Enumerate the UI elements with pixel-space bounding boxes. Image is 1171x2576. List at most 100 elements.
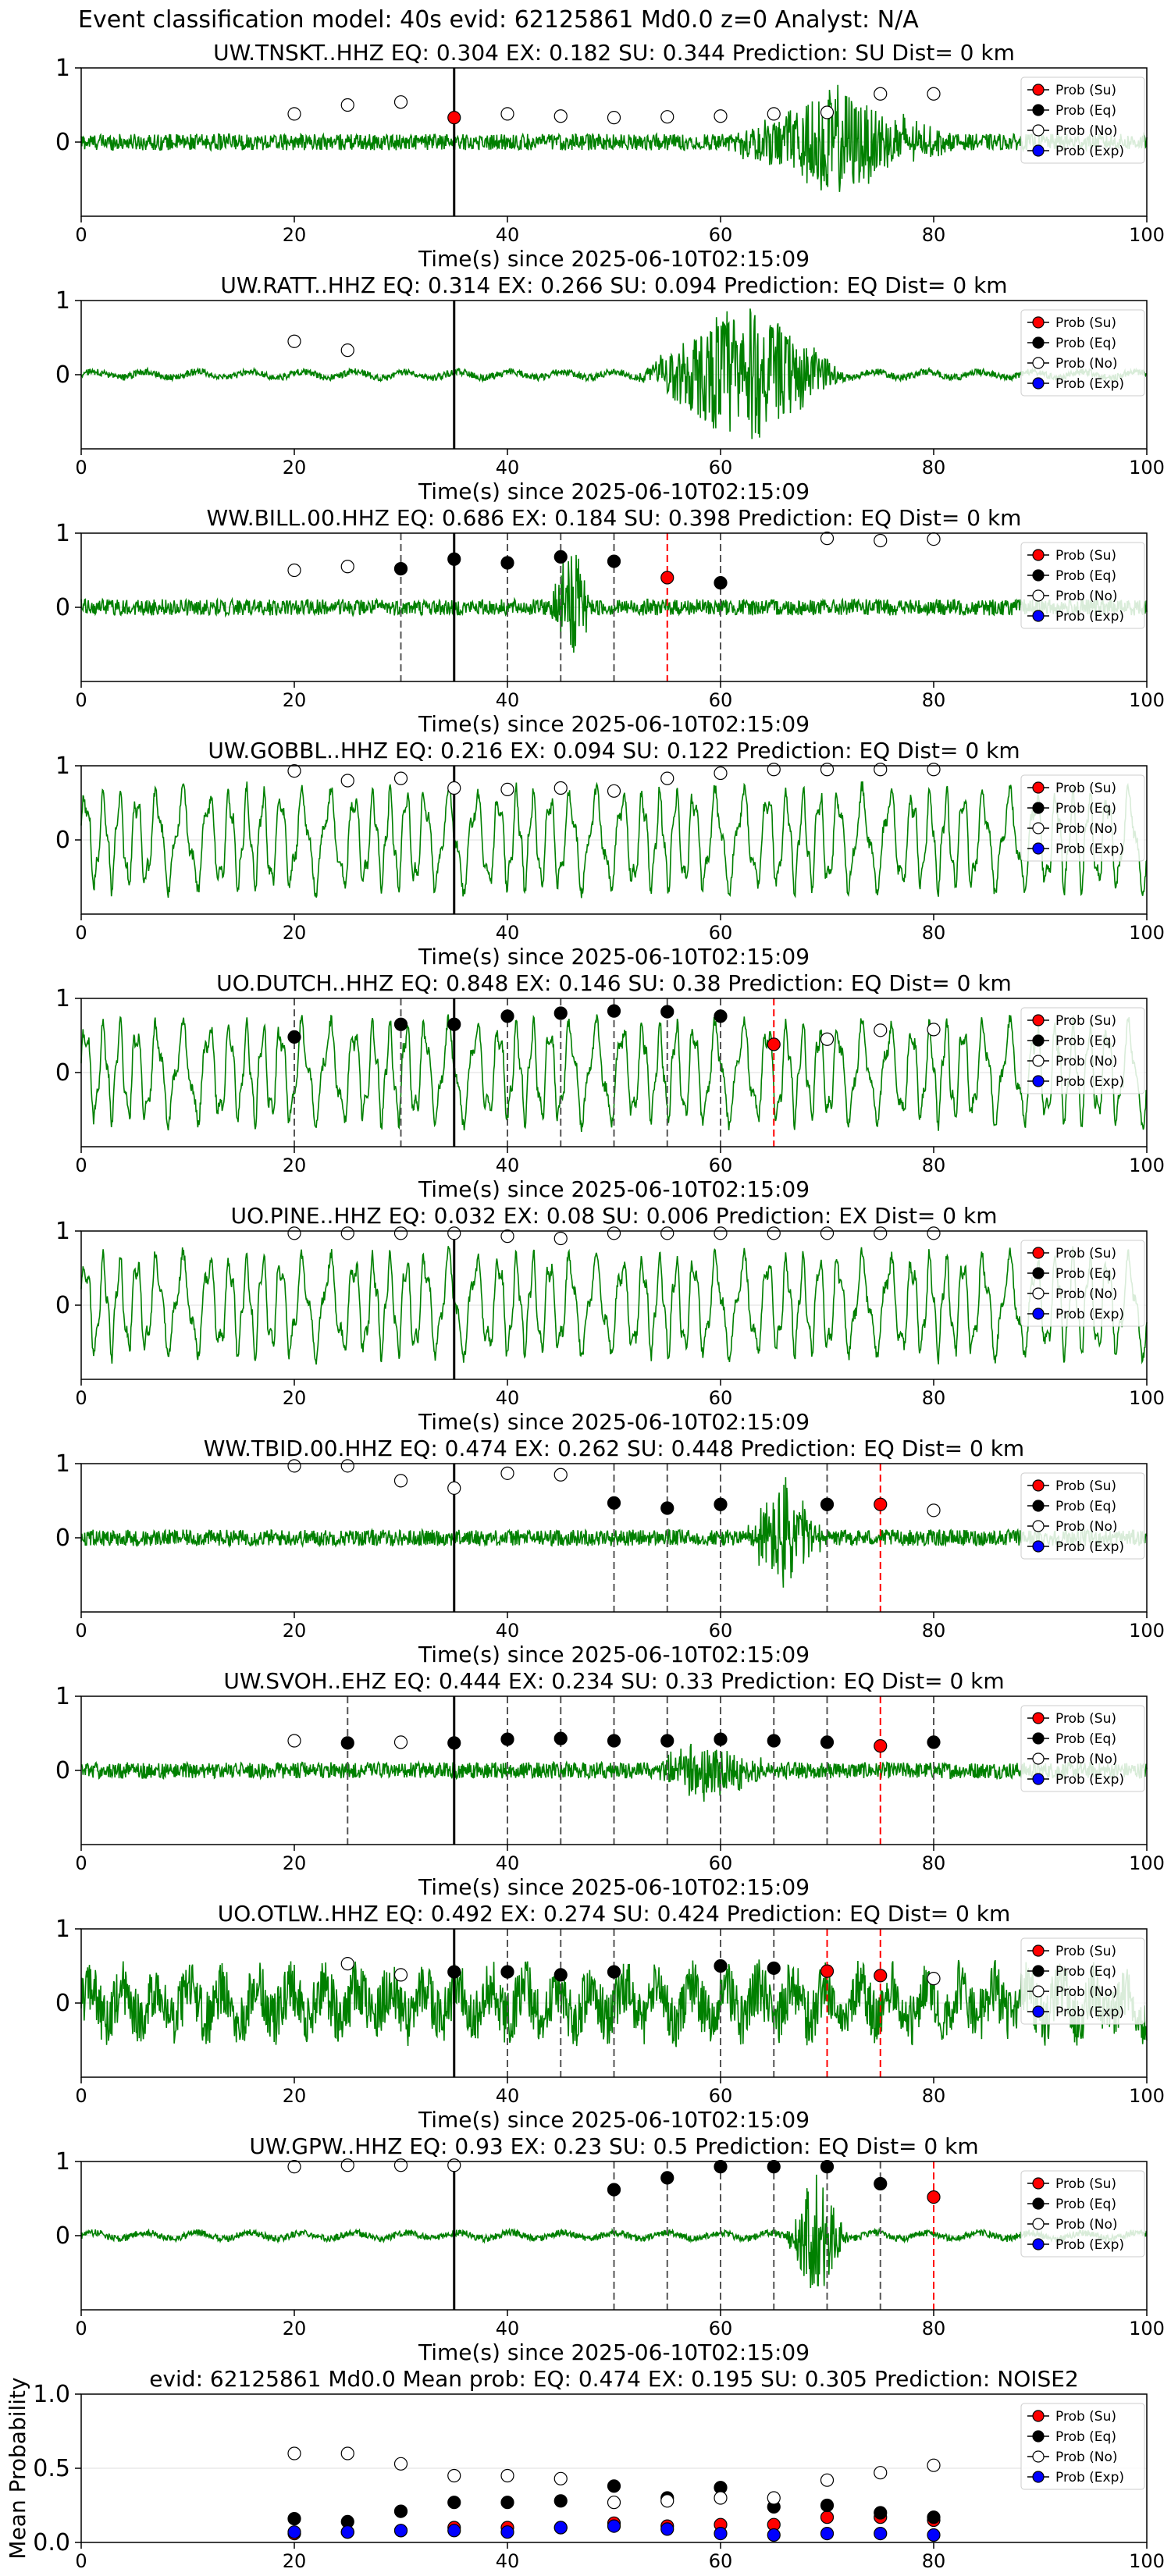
mean-prob-marker-exp — [607, 2519, 621, 2533]
prob-marker-eq — [607, 1496, 621, 1510]
x-tick-label: 100 — [1129, 457, 1165, 479]
prob-marker-no — [393, 771, 408, 785]
x-tick-label: 0 — [75, 224, 87, 246]
prob-marker-eq — [767, 2160, 781, 2174]
x-tick-label: 80 — [922, 689, 946, 711]
prob-marker-eq — [767, 1734, 781, 1748]
x-tick-label: 100 — [1129, 1387, 1165, 1409]
legend-label: Prob (No) — [1055, 2217, 1118, 2233]
x-tick-label: 0 — [75, 689, 87, 711]
y-tick-label: 0 — [55, 1525, 70, 1552]
x-tick-label: 0 — [75, 1852, 87, 1874]
legend-label: Prob (Exp) — [1055, 1307, 1124, 1322]
legend-marker-su — [1032, 1479, 1045, 1492]
panel-title: UW.TNSKT..HHZ EQ: 0.304 EX: 0.182 SU: 0.… — [213, 40, 1015, 66]
legend-marker-su — [1032, 1712, 1045, 1724]
prob-marker-eq — [500, 556, 514, 570]
mean-prob-marker-eq — [820, 2498, 835, 2513]
legend-marker-eq — [1032, 1965, 1045, 1977]
mean-prob-marker-no — [874, 2466, 888, 2480]
legend-label: Prob (No) — [1055, 1286, 1118, 1302]
prob-marker-no — [393, 1226, 408, 1240]
panel-4: UW.GOBBL..HHZ EQ: 0.216 EX: 0.094 SU: 0.… — [55, 738, 1165, 970]
x-axis-label: Time(s) since 2025-06-10T02:15:09 — [418, 1642, 810, 1667]
x-tick-label: 40 — [496, 2550, 520, 2572]
legend-marker-eq — [1032, 104, 1045, 116]
panel-title: UW.GOBBL..HHZ EQ: 0.216 EX: 0.094 SU: 0.… — [208, 738, 1020, 763]
legend-marker-eq — [1032, 336, 1045, 349]
mean-prob-marker-no — [607, 2496, 621, 2510]
x-tick-label: 20 — [283, 2318, 307, 2339]
panel-title: UO.DUTCH..HHZ EQ: 0.848 EX: 0.146 SU: 0.… — [216, 970, 1012, 996]
waveform-trace — [80, 308, 1148, 439]
legend-label: Prob (Su) — [1055, 2176, 1116, 2192]
prob-marker-no — [874, 1226, 888, 1240]
x-axis-label: Time(s) since 2025-06-10T02:15:09 — [418, 1874, 810, 1900]
y-tick-label: 0 — [55, 361, 70, 389]
x-axis-label: Time(s) since 2025-06-10T02:15:09 — [418, 1176, 810, 1202]
prob-marker-su — [660, 571, 674, 585]
x-tick-label: 40 — [496, 2318, 520, 2339]
mean-prob-marker-no — [500, 2468, 514, 2483]
legend-label: Prob (Eq) — [1055, 2197, 1116, 2212]
mean-prob-marker-exp — [500, 2525, 514, 2539]
legend-label: Prob (No) — [1055, 356, 1118, 372]
prob-marker-su — [767, 1037, 781, 1051]
prob-marker-no — [500, 782, 514, 797]
y-tick-label: 0 — [55, 1292, 70, 1319]
x-tick-label: 100 — [1129, 1852, 1165, 1874]
mean-prob-marker-eq — [500, 2496, 514, 2510]
prob-marker-su — [874, 1497, 888, 1511]
y-tick-label: 1 — [55, 753, 70, 780]
prob-marker-eq — [553, 550, 568, 564]
prob-marker-no — [393, 1474, 408, 1488]
panel-11: evid: 62125861 Md0.0 Mean prob: EQ: 0.47… — [5, 2366, 1165, 2572]
mean-prob-marker-exp — [660, 2522, 674, 2536]
prob-marker-no — [820, 1032, 835, 1046]
x-tick-label: 60 — [709, 2550, 733, 2572]
prob-marker-eq — [447, 1965, 461, 1979]
legend-label: Prob (Exp) — [1055, 1772, 1124, 1788]
prob-marker-no — [927, 532, 941, 546]
mean-prob-marker-exp — [714, 2527, 728, 2541]
legend-marker-no — [1032, 2218, 1045, 2230]
legend-box — [1020, 309, 1145, 397]
y-tick-label: 1 — [55, 985, 70, 1012]
legend-marker-eq — [1032, 1500, 1045, 1512]
y-tick-label: 0 — [55, 1757, 70, 1784]
legend-label: Prob (No) — [1055, 123, 1118, 139]
mean-prob-marker-eq — [393, 2504, 408, 2518]
prob-marker-no — [767, 1226, 781, 1240]
x-axis-label: Time(s) since 2025-06-10T02:15:09 — [418, 944, 810, 970]
x-tick-label: 60 — [709, 224, 733, 246]
legend-marker-no — [1032, 357, 1045, 369]
y-tick-label: 0 — [55, 129, 70, 156]
legend-marker-exp — [1032, 2238, 1045, 2250]
prob-marker-no — [607, 784, 621, 798]
prob-marker-no — [340, 1226, 354, 1240]
legend-label: Prob (Eq) — [1055, 1266, 1116, 1282]
figure-title: Event classification model: 40s evid: 62… — [78, 6, 919, 34]
prob-marker-eq — [714, 1732, 728, 1746]
mean-prob-marker-no — [660, 2494, 674, 2508]
y-tick-label: 1 — [55, 55, 70, 82]
legend-marker-no — [1032, 1520, 1045, 1532]
mean-prob-marker-no — [820, 2473, 835, 2487]
prob-marker-eq — [714, 576, 728, 590]
legend-label: Prob (Su) — [1055, 83, 1116, 98]
panel-title: UW.GPW..HHZ EQ: 0.93 EX: 0.23 SU: 0.5 Pr… — [249, 2133, 978, 2159]
legend-marker-su — [1032, 84, 1045, 96]
prob-marker-eq — [500, 1009, 514, 1023]
mean-prob-marker-exp — [767, 2528, 781, 2542]
legend-marker-no — [1032, 589, 1045, 602]
panel-1: UW.TNSKT..HHZ EQ: 0.304 EX: 0.182 SU: 0.… — [55, 40, 1165, 272]
x-tick-label: 80 — [922, 224, 946, 246]
x-tick-label: 0 — [75, 1620, 87, 1642]
prob-marker-no — [340, 2158, 354, 2172]
legend-marker-su — [1032, 2410, 1045, 2422]
waveform-trace — [80, 84, 1148, 192]
prob-marker-no — [287, 334, 301, 348]
prob-marker-no — [287, 764, 301, 778]
y-tick-label: 1 — [55, 1218, 70, 1245]
